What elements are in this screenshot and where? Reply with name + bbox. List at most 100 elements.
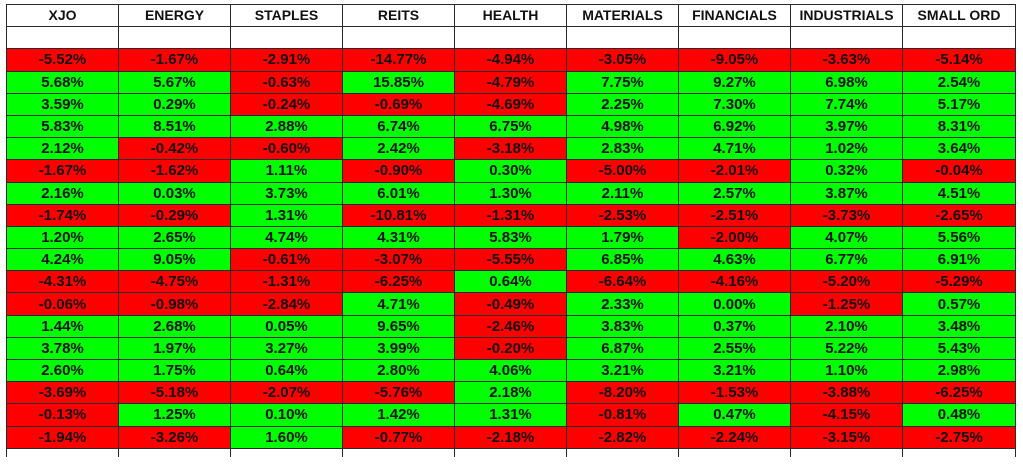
positive-return-cell[interactable]: 1.42%: [342, 403, 455, 427]
negative-return-cell[interactable]: -0.69%: [342, 92, 455, 116]
negative-return-cell[interactable]: -1.67%: [118, 48, 231, 72]
positive-return-cell[interactable]: 0.64%: [454, 270, 567, 294]
empty-cell[interactable]: [230, 447, 343, 457]
positive-return-cell[interactable]: 1.11%: [230, 159, 343, 183]
negative-return-cell[interactable]: -0.13%: [6, 403, 119, 427]
negative-return-cell[interactable]: -2.84%: [230, 292, 343, 316]
negative-return-cell[interactable]: -0.42%: [118, 137, 231, 161]
positive-return-cell[interactable]: 6.75%: [454, 114, 567, 139]
empty-cell[interactable]: [230, 26, 343, 50]
negative-return-cell[interactable]: -2.51%: [678, 203, 791, 227]
empty-cell[interactable]: [790, 447, 903, 457]
positive-return-cell[interactable]: 0.48%: [902, 403, 1016, 427]
positive-return-cell[interactable]: 3.87%: [790, 181, 903, 205]
positive-return-cell[interactable]: 0.64%: [230, 358, 343, 383]
positive-return-cell[interactable]: 8.51%: [118, 114, 231, 139]
column-header-cell[interactable]: INDUSTRIALS: [790, 3, 903, 28]
positive-return-cell[interactable]: 1.79%: [566, 225, 679, 250]
positive-return-cell[interactable]: 0.47%: [678, 403, 791, 427]
negative-return-cell[interactable]: -0.90%: [342, 159, 455, 183]
column-header-cell[interactable]: SMALL ORD: [902, 3, 1016, 28]
negative-return-cell[interactable]: -2.53%: [566, 203, 679, 227]
positive-return-cell[interactable]: 6.01%: [342, 181, 455, 205]
positive-return-cell[interactable]: 2.33%: [566, 292, 679, 316]
positive-return-cell[interactable]: 2.11%: [566, 181, 679, 205]
positive-return-cell[interactable]: 6.85%: [566, 248, 679, 272]
negative-return-cell[interactable]: -0.29%: [118, 203, 231, 227]
negative-return-cell[interactable]: -3.88%: [790, 381, 903, 405]
positive-return-cell[interactable]: 4.51%: [902, 181, 1016, 205]
positive-return-cell[interactable]: 2.54%: [902, 70, 1016, 94]
empty-cell[interactable]: [566, 26, 679, 50]
empty-cell[interactable]: [118, 447, 231, 457]
negative-return-cell[interactable]: -6.64%: [566, 270, 679, 294]
positive-return-cell[interactable]: 4.74%: [230, 225, 343, 250]
positive-return-cell[interactable]: 9.27%: [678, 70, 791, 94]
negative-return-cell[interactable]: -0.04%: [902, 159, 1016, 183]
positive-return-cell[interactable]: 8.31%: [902, 114, 1016, 139]
positive-return-cell[interactable]: 2.80%: [342, 358, 455, 383]
positive-return-cell[interactable]: 7.75%: [566, 70, 679, 94]
negative-return-cell[interactable]: -0.63%: [230, 70, 343, 94]
positive-return-cell[interactable]: 9.05%: [118, 248, 231, 272]
negative-return-cell[interactable]: -3.05%: [566, 48, 679, 72]
positive-return-cell[interactable]: 3.97%: [790, 114, 903, 139]
positive-return-cell[interactable]: 2.10%: [790, 314, 903, 338]
positive-return-cell[interactable]: 1.31%: [454, 403, 567, 427]
negative-return-cell[interactable]: -2.07%: [230, 381, 343, 405]
empty-cell[interactable]: [454, 26, 567, 50]
positive-return-cell[interactable]: 3.83%: [566, 314, 679, 338]
negative-return-cell[interactable]: -4.94%: [454, 48, 567, 72]
negative-return-cell[interactable]: -4.79%: [454, 70, 567, 94]
negative-return-cell[interactable]: -5.29%: [902, 270, 1016, 294]
positive-return-cell[interactable]: 6.77%: [790, 248, 903, 272]
positive-return-cell[interactable]: 3.27%: [230, 336, 343, 361]
positive-return-cell[interactable]: 2.12%: [6, 137, 119, 161]
negative-return-cell[interactable]: -3.63%: [790, 48, 903, 72]
empty-cell[interactable]: [6, 26, 119, 50]
negative-return-cell[interactable]: -0.61%: [230, 248, 343, 272]
positive-return-cell[interactable]: 2.65%: [118, 225, 231, 250]
negative-return-cell[interactable]: -4.75%: [118, 270, 231, 294]
positive-return-cell[interactable]: 9.65%: [342, 314, 455, 338]
negative-return-cell[interactable]: -2.01%: [678, 159, 791, 183]
empty-cell[interactable]: [902, 447, 1016, 457]
positive-return-cell[interactable]: 1.25%: [118, 403, 231, 427]
negative-return-cell[interactable]: -1.31%: [454, 203, 567, 227]
negative-return-cell[interactable]: -4.15%: [790, 403, 903, 427]
empty-cell[interactable]: [678, 26, 791, 50]
column-header-cell[interactable]: HEALTH: [454, 3, 567, 28]
positive-return-cell[interactable]: 0.10%: [230, 403, 343, 427]
positive-return-cell[interactable]: 5.43%: [902, 336, 1016, 361]
positive-return-cell[interactable]: 2.25%: [566, 92, 679, 116]
negative-return-cell[interactable]: -1.53%: [678, 381, 791, 405]
negative-return-cell[interactable]: -3.73%: [790, 203, 903, 227]
positive-return-cell[interactable]: 3.99%: [342, 336, 455, 361]
positive-return-cell[interactable]: 2.68%: [118, 314, 231, 338]
positive-return-cell[interactable]: 5.17%: [902, 92, 1016, 116]
positive-return-cell[interactable]: 1.31%: [230, 203, 343, 227]
positive-return-cell[interactable]: 1.97%: [118, 336, 231, 361]
negative-return-cell[interactable]: -2.24%: [678, 425, 791, 449]
positive-return-cell[interactable]: 0.29%: [118, 92, 231, 116]
empty-cell[interactable]: [342, 26, 455, 50]
negative-return-cell[interactable]: -14.77%: [342, 48, 455, 72]
positive-return-cell[interactable]: 0.57%: [902, 292, 1016, 316]
empty-cell[interactable]: [902, 26, 1016, 50]
positive-return-cell[interactable]: 0.32%: [790, 159, 903, 183]
positive-return-cell[interactable]: 1.30%: [454, 181, 567, 205]
positive-return-cell[interactable]: 4.63%: [678, 248, 791, 272]
positive-return-cell[interactable]: 15.85%: [342, 70, 455, 94]
positive-return-cell[interactable]: 2.55%: [678, 336, 791, 361]
column-header-cell[interactable]: ENERGY: [118, 3, 231, 28]
positive-return-cell[interactable]: 4.31%: [342, 225, 455, 250]
column-header-cell[interactable]: XJO: [6, 3, 119, 28]
negative-return-cell[interactable]: -9.05%: [678, 48, 791, 72]
positive-return-cell[interactable]: 3.21%: [678, 358, 791, 383]
negative-return-cell[interactable]: -1.25%: [790, 292, 903, 316]
positive-return-cell[interactable]: 7.74%: [790, 92, 903, 116]
negative-return-cell[interactable]: -6.25%: [342, 270, 455, 294]
negative-return-cell[interactable]: -3.69%: [6, 381, 119, 405]
negative-return-cell[interactable]: -2.82%: [566, 425, 679, 449]
empty-cell[interactable]: [566, 447, 679, 457]
